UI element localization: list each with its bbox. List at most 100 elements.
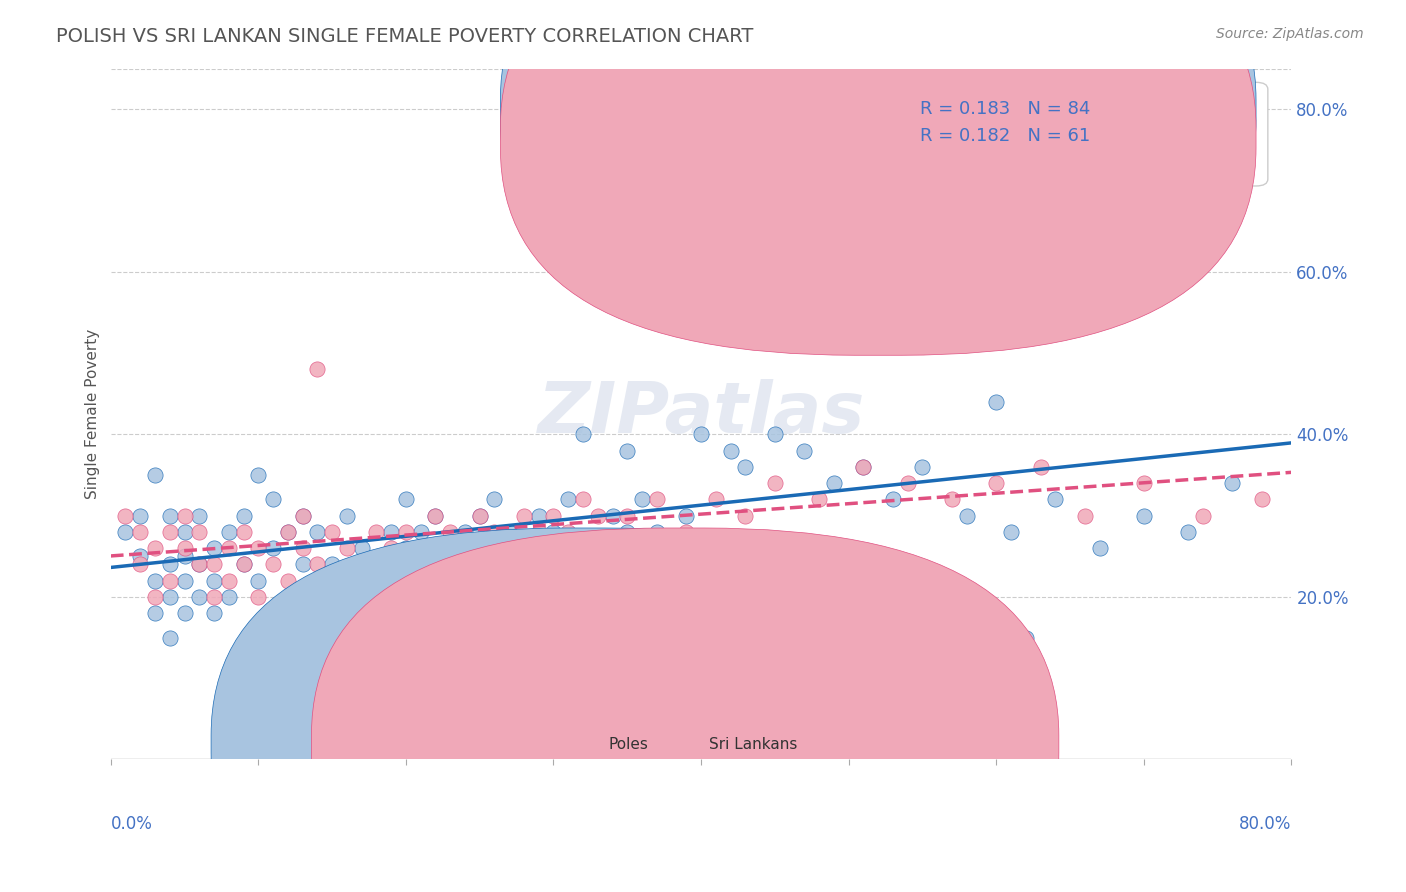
Point	[188, 558, 211, 572]
Point	[439, 524, 461, 539]
Point	[247, 541, 270, 555]
Point	[454, 524, 477, 539]
Point	[336, 541, 359, 555]
Point	[498, 541, 520, 555]
Point	[513, 558, 536, 572]
Point	[1177, 524, 1199, 539]
Text: ZIPatlas: ZIPatlas	[537, 379, 865, 449]
Point	[350, 574, 373, 588]
Point	[704, 492, 727, 507]
Point	[882, 492, 904, 507]
Point	[720, 443, 742, 458]
Point	[1222, 476, 1244, 491]
Text: R = 0.183   N = 84: R = 0.183 N = 84	[920, 100, 1090, 118]
Text: 0.0%: 0.0%	[111, 814, 153, 833]
Point	[350, 541, 373, 555]
Point	[336, 508, 359, 523]
Point	[114, 524, 136, 539]
Point	[218, 541, 240, 555]
FancyBboxPatch shape	[211, 528, 959, 892]
Point	[1045, 492, 1067, 507]
Point	[291, 508, 314, 523]
Point	[247, 574, 270, 588]
Point	[202, 558, 225, 572]
Point	[159, 631, 181, 645]
Point	[143, 590, 166, 604]
Text: Source: ZipAtlas.com: Source: ZipAtlas.com	[1216, 27, 1364, 41]
Point	[247, 467, 270, 482]
Point	[232, 558, 254, 572]
Point	[277, 524, 299, 539]
Point	[307, 524, 329, 539]
Point	[129, 549, 152, 564]
Point	[395, 541, 418, 555]
Point	[675, 508, 697, 523]
Point	[159, 590, 181, 604]
Point	[986, 394, 1008, 409]
Point	[307, 558, 329, 572]
Point	[218, 524, 240, 539]
Point	[468, 508, 491, 523]
Point	[409, 524, 432, 539]
Point	[1000, 524, 1022, 539]
Point	[291, 558, 314, 572]
Point	[557, 492, 579, 507]
Text: 80.0%: 80.0%	[1239, 814, 1292, 833]
Point	[425, 508, 447, 523]
Point	[734, 508, 756, 523]
Point	[262, 541, 284, 555]
Point	[823, 476, 845, 491]
Point	[366, 524, 388, 539]
Point	[409, 558, 432, 572]
Point	[484, 524, 506, 539]
Point	[1251, 492, 1274, 507]
Point	[159, 524, 181, 539]
Point	[468, 508, 491, 523]
Point	[307, 574, 329, 588]
Point	[602, 508, 624, 523]
Point	[852, 459, 875, 474]
Point	[498, 524, 520, 539]
FancyBboxPatch shape	[312, 528, 1059, 892]
Point	[572, 492, 595, 507]
Point	[232, 508, 254, 523]
Point	[188, 508, 211, 523]
Point	[173, 541, 195, 555]
Point	[173, 606, 195, 620]
Point	[321, 558, 343, 572]
Point	[321, 524, 343, 539]
Point	[986, 476, 1008, 491]
Point	[395, 492, 418, 507]
Point	[129, 558, 152, 572]
Point	[173, 574, 195, 588]
Point	[143, 541, 166, 555]
Point	[734, 459, 756, 474]
FancyBboxPatch shape	[831, 82, 1268, 186]
Point	[173, 549, 195, 564]
Point	[202, 541, 225, 555]
Point	[1133, 508, 1156, 523]
Point	[661, 541, 683, 555]
Point	[454, 541, 477, 555]
Text: POLISH VS SRI LANKAN SINGLE FEMALE POVERTY CORRELATION CHART: POLISH VS SRI LANKAN SINGLE FEMALE POVER…	[56, 27, 754, 45]
Point	[218, 574, 240, 588]
FancyBboxPatch shape	[501, 0, 1256, 355]
Point	[159, 558, 181, 572]
Point	[645, 524, 668, 539]
Point	[321, 590, 343, 604]
Point	[586, 508, 609, 523]
Point	[202, 590, 225, 604]
Point	[557, 524, 579, 539]
Point	[291, 541, 314, 555]
Point	[631, 492, 654, 507]
Point	[763, 476, 786, 491]
Point	[218, 590, 240, 604]
Point	[1074, 508, 1097, 523]
Point	[247, 590, 270, 604]
Point	[527, 524, 550, 539]
Y-axis label: Single Female Poverty: Single Female Poverty	[86, 329, 100, 500]
Point	[586, 558, 609, 572]
Point	[439, 541, 461, 555]
Point	[763, 427, 786, 442]
Point	[114, 508, 136, 523]
